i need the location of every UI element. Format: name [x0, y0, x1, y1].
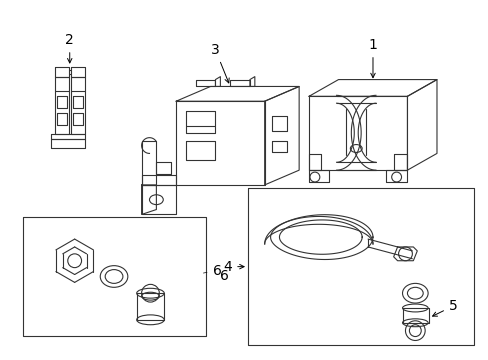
Text: 6: 6: [203, 264, 221, 278]
Text: 6: 6: [220, 270, 229, 283]
Text: 2: 2: [65, 33, 74, 63]
Text: 1: 1: [368, 38, 377, 78]
Text: 3: 3: [211, 43, 229, 83]
Text: 5: 5: [432, 299, 457, 316]
Text: 4: 4: [223, 260, 244, 274]
